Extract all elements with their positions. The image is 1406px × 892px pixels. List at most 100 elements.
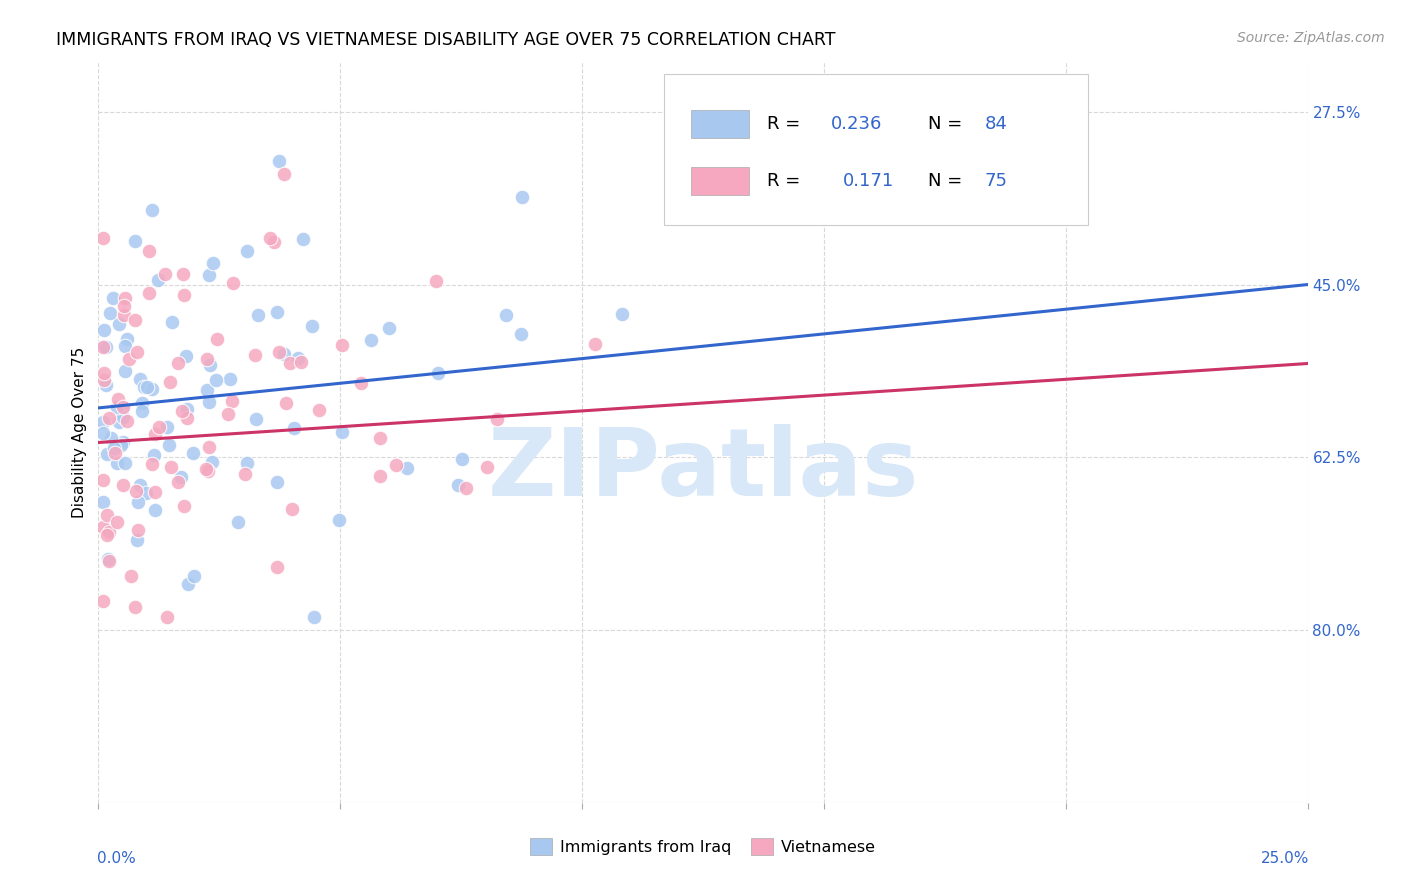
Point <box>125 484 148 499</box>
Point <box>111 400 134 414</box>
Point <box>159 375 181 389</box>
Point <box>124 313 146 327</box>
Point <box>205 373 228 387</box>
Point <box>131 396 153 410</box>
Point <box>583 337 606 351</box>
Point <box>278 356 301 370</box>
Point <box>125 345 148 359</box>
Point <box>142 448 165 462</box>
Point <box>129 372 152 386</box>
Point <box>141 457 163 471</box>
Point <box>447 477 470 491</box>
FancyBboxPatch shape <box>690 167 749 195</box>
Point <box>132 380 155 394</box>
Point <box>328 513 350 527</box>
Point <box>91 426 114 441</box>
Point <box>111 400 134 414</box>
Text: 0.236: 0.236 <box>831 115 883 133</box>
Point <box>143 502 166 516</box>
Point <box>273 347 295 361</box>
Point <box>155 267 177 281</box>
Point <box>195 462 218 476</box>
Point <box>97 523 120 537</box>
Point <box>266 304 288 318</box>
Point <box>115 414 138 428</box>
Point <box>454 481 477 495</box>
FancyBboxPatch shape <box>664 73 1087 226</box>
Point <box>103 291 125 305</box>
Point <box>301 318 323 333</box>
Point <box>94 378 117 392</box>
Point <box>114 364 136 378</box>
Point <box>127 523 149 537</box>
Point <box>148 420 170 434</box>
Point <box>135 486 157 500</box>
Point <box>93 339 115 353</box>
Point <box>98 554 121 568</box>
Point <box>100 432 122 446</box>
Point <box>93 323 115 337</box>
FancyBboxPatch shape <box>690 110 749 138</box>
Text: Source: ZipAtlas.com: Source: ZipAtlas.com <box>1237 31 1385 45</box>
Point <box>183 569 205 583</box>
Point <box>172 267 194 281</box>
Point <box>246 308 269 322</box>
Point <box>267 153 290 168</box>
Text: 0.0%: 0.0% <box>97 851 136 866</box>
Point <box>160 315 183 329</box>
Point <box>226 515 249 529</box>
Point <box>91 594 114 608</box>
Point <box>368 469 391 483</box>
Point <box>290 355 312 369</box>
Point <box>330 425 353 439</box>
Point <box>304 610 326 624</box>
Point <box>495 308 517 322</box>
Point <box>157 437 180 451</box>
Point <box>475 460 498 475</box>
Point <box>166 475 188 489</box>
Point <box>395 460 418 475</box>
Point <box>283 421 305 435</box>
Y-axis label: Disability Age Over 75: Disability Age Over 75 <box>72 347 87 518</box>
Point <box>287 351 309 365</box>
Point <box>105 400 128 414</box>
Text: 84: 84 <box>984 115 1008 133</box>
Point <box>91 231 114 245</box>
Point <box>176 411 198 425</box>
Point <box>360 334 382 348</box>
Point <box>91 520 114 534</box>
Point <box>174 349 197 363</box>
Point <box>197 440 219 454</box>
Point <box>486 412 509 426</box>
Point <box>308 403 330 417</box>
Point <box>195 352 218 367</box>
Point <box>198 359 221 373</box>
Point <box>205 332 228 346</box>
Point <box>124 234 146 248</box>
Point <box>127 495 149 509</box>
Point <box>266 475 288 490</box>
Text: N =: N = <box>928 172 967 190</box>
Point <box>510 189 533 203</box>
Point <box>195 383 218 397</box>
Point <box>181 446 204 460</box>
Point <box>108 317 131 331</box>
Point <box>291 232 314 246</box>
Point <box>103 441 125 455</box>
Point <box>170 404 193 418</box>
Point <box>236 244 259 258</box>
Point <box>120 569 142 583</box>
Point <box>112 410 135 425</box>
Point <box>138 244 160 258</box>
Point <box>259 231 281 245</box>
Point <box>274 395 297 409</box>
Point <box>97 552 120 566</box>
Point <box>118 351 141 366</box>
Point <box>111 435 134 450</box>
Point <box>104 446 127 460</box>
Point <box>426 366 449 380</box>
Point <box>110 438 132 452</box>
Point <box>176 402 198 417</box>
Point <box>117 332 139 346</box>
Point <box>141 202 163 217</box>
